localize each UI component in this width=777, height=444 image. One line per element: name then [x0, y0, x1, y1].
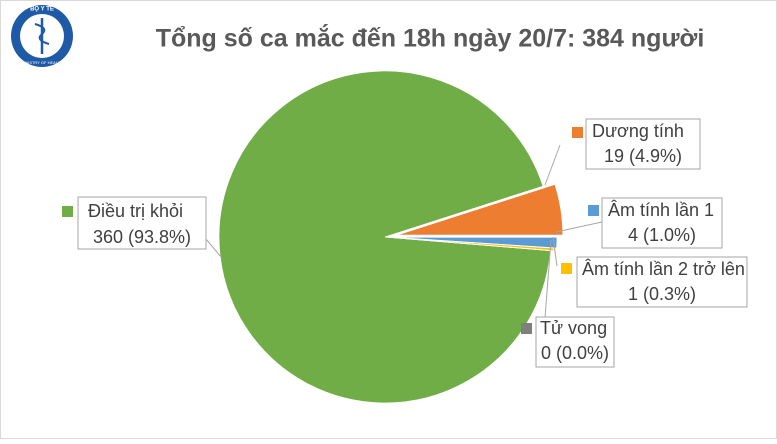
callout-box: [576, 256, 748, 308]
value-label: 1 (0.3%): [628, 284, 696, 304]
legend-swatch: [62, 206, 73, 217]
logo-top-text: BỘ Y TẾ: [30, 5, 54, 13]
legend-swatch: [561, 263, 572, 274]
logo-bottom-text: MINISTRY OF HEALTH: [21, 60, 63, 65]
legend-swatch: [588, 205, 599, 216]
callouts: Điều trị khỏi 360 (93.8%) Dương tính 19 (4.…: [62, 118, 748, 368]
category-label: Điều trị khỏi: [88, 201, 183, 221]
legend-swatch: [521, 323, 532, 334]
callout-box: [585, 118, 701, 170]
callout-box: [535, 316, 615, 368]
category-label: Âm tính lần 2 trở lên: [582, 259, 745, 279]
category-label: Dương tính: [592, 121, 684, 141]
legend-swatch: [572, 127, 583, 138]
leader-line: [204, 237, 223, 259]
leader-line: [555, 221, 603, 233]
value-label: 0 (0.0%): [541, 343, 609, 363]
leader-line: [552, 236, 558, 267]
leader-line: [544, 239, 552, 319]
logo: BỘ Y TẾ MINISTRY OF HEALTH: [11, 5, 73, 67]
value-label: 360 (93.8%): [93, 227, 191, 247]
callout-box: [601, 197, 723, 249]
leader-line: [544, 144, 561, 186]
category-label: Tử vong: [540, 318, 607, 338]
callout-box: [77, 196, 207, 250]
pie-slice: [396, 183, 564, 236]
logo-snake: [34, 23, 50, 45]
value-label: 19 (4.9%): [604, 146, 682, 166]
category-label: Âm tính lần 1: [608, 200, 714, 220]
value-label: 4 (1.0%): [628, 225, 696, 245]
pie: [218, 70, 564, 404]
chart-title: Tổng số ca mắc đến 18h ngày 20/7: 384 ng…: [156, 23, 705, 53]
